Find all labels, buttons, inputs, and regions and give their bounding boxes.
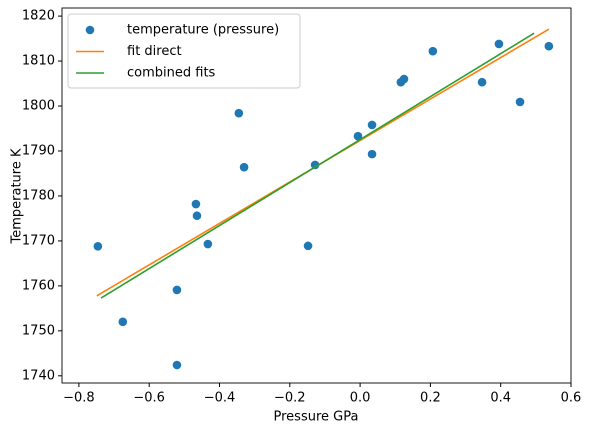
point xyxy=(172,360,182,370)
point xyxy=(234,108,244,118)
x-tick-label: −0.4 xyxy=(204,391,236,406)
y-tick-label: 1800 xyxy=(22,99,55,114)
y-tick-label: 1810 xyxy=(22,54,55,69)
point xyxy=(203,239,213,249)
x-tick-label: 0.4 xyxy=(490,391,511,406)
x-tick-label: 0.6 xyxy=(561,391,582,406)
x-tick-label: −0.6 xyxy=(133,391,165,406)
point xyxy=(494,39,504,49)
point xyxy=(367,120,377,130)
y-tick-label: 1770 xyxy=(22,233,55,248)
point xyxy=(367,149,377,159)
y-tick-label: 1760 xyxy=(22,278,55,293)
point xyxy=(93,242,103,251)
x-tick-label: 0.0 xyxy=(350,391,371,406)
y-tick-label: 1740 xyxy=(22,368,55,383)
point xyxy=(310,160,320,170)
y-axis-label: Temperature K xyxy=(10,148,25,244)
point xyxy=(515,97,525,107)
y-tick-label: 1790 xyxy=(22,143,55,158)
point xyxy=(191,199,201,209)
point xyxy=(544,41,554,51)
point xyxy=(303,241,313,251)
fit-line xyxy=(100,32,535,299)
y-tick-label: 1750 xyxy=(22,323,55,338)
legend-label: temperature (pressure) xyxy=(127,23,279,38)
point xyxy=(118,317,128,327)
legend-label: fit direct xyxy=(127,44,182,59)
point xyxy=(399,74,409,84)
point xyxy=(428,46,438,56)
x-axis-label: Pressure GPa xyxy=(274,410,359,425)
x-tick-label: −0.2 xyxy=(274,391,306,406)
point xyxy=(192,211,202,221)
legend-box xyxy=(67,13,301,89)
point xyxy=(239,162,249,172)
point xyxy=(477,77,487,87)
x-tick-label: 0.2 xyxy=(420,391,441,406)
point xyxy=(172,285,182,295)
y-tick-label: 1820 xyxy=(22,9,55,24)
legend-marker xyxy=(85,25,95,35)
point xyxy=(353,131,363,141)
legend-label: combined fits xyxy=(127,66,216,81)
plot-frame xyxy=(61,7,572,384)
x-tick-label: −0.8 xyxy=(63,391,95,406)
y-tick-label: 1780 xyxy=(22,188,55,203)
